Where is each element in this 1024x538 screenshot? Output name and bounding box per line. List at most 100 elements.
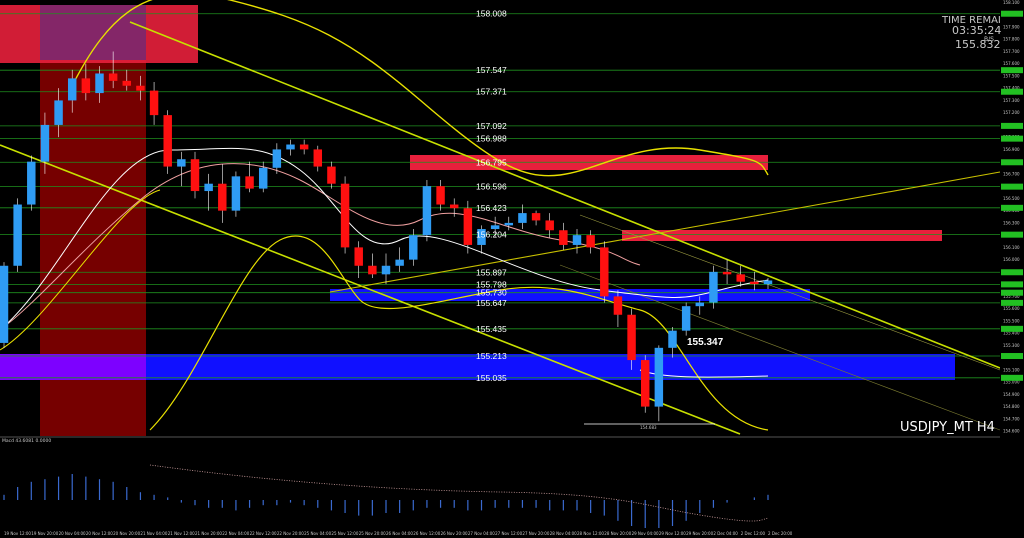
time-tick: 29 Nov 20:00 bbox=[686, 531, 713, 536]
candle-body bbox=[668, 330, 677, 348]
time-tick: 19 Nov 20:00 bbox=[31, 531, 58, 536]
rising-trendline bbox=[329, 171, 1001, 293]
level-labels-layer: 158.008 157.547 157.371 157.092 156.988 156.7… bbox=[476, 9, 507, 383]
price-tick: 155.300 bbox=[1003, 343, 1020, 348]
candle-body bbox=[54, 100, 63, 125]
level-label: 157.547 bbox=[476, 65, 507, 75]
candle-body bbox=[490, 225, 500, 230]
level-label: 155.730 bbox=[476, 288, 507, 298]
price-tag bbox=[1001, 299, 1023, 306]
price-tick: 155.600 bbox=[1003, 306, 1020, 311]
candle-body bbox=[531, 213, 541, 221]
candle-body bbox=[654, 347, 664, 407]
price-tag bbox=[1001, 135, 1023, 142]
price-tick: 156.300 bbox=[1003, 220, 1020, 225]
candle-body bbox=[763, 280, 773, 285]
level-label: 156.596 bbox=[476, 182, 507, 192]
candle-body bbox=[204, 183, 213, 192]
candle-body bbox=[722, 271, 732, 275]
time-tick: 22 Nov 20:00 bbox=[277, 531, 304, 536]
price-tick: 157.400 bbox=[1003, 86, 1020, 91]
candle-body bbox=[368, 265, 377, 275]
time-tick: 21 Nov 20:00 bbox=[195, 531, 222, 536]
level-label: 158.008 bbox=[476, 9, 507, 19]
price-tick: 156.700 bbox=[1003, 171, 1020, 176]
price-tick: 157.800 bbox=[1003, 37, 1020, 42]
price-tick: 157.200 bbox=[1003, 110, 1020, 115]
candle-body bbox=[518, 213, 527, 223]
candle-body bbox=[272, 149, 282, 168]
blue-demand-zone-upper bbox=[330, 289, 810, 301]
thin-channel-line-2 bbox=[559, 264, 1001, 431]
time-tick: 2 Dec 04:00 bbox=[713, 531, 738, 536]
level-label: 155.035 bbox=[476, 373, 507, 383]
callout-price-label: 155.347 bbox=[687, 337, 724, 348]
candle-body bbox=[709, 271, 718, 303]
time-tick: 29 Nov 04:00 bbox=[632, 531, 659, 536]
candle-body bbox=[504, 222, 514, 226]
candle-body bbox=[736, 274, 745, 282]
price-tag bbox=[1001, 204, 1023, 211]
price-tick: 157.500 bbox=[1003, 73, 1020, 78]
candle-body bbox=[231, 176, 241, 211]
time-tick: 28 Nov 12:00 bbox=[577, 531, 604, 536]
trendlines-layer bbox=[0, 21, 1001, 435]
lower-band-curve-left bbox=[0, 189, 161, 351]
price-tag bbox=[1001, 289, 1023, 296]
candle-body bbox=[477, 229, 486, 245]
low-marker-label: 154.683 bbox=[640, 425, 657, 430]
price-tick: 157.700 bbox=[1003, 49, 1020, 54]
time-tick: 25 Nov 12:00 bbox=[331, 531, 358, 536]
time-tick: 19 Nov 12:00 bbox=[4, 531, 31, 536]
time-tick: 20 Nov 12:00 bbox=[86, 531, 113, 536]
time-tick: 2 Dec 20:00 bbox=[768, 531, 793, 536]
time-tick: 20 Nov 20:00 bbox=[113, 531, 140, 536]
thin-channel-line bbox=[579, 214, 1001, 371]
level-label: 155.647 bbox=[476, 298, 507, 308]
candle-body bbox=[95, 73, 104, 94]
bid-price: 155.832 bbox=[955, 38, 1001, 51]
candle-body bbox=[640, 360, 650, 407]
lower-channel-line bbox=[0, 144, 741, 435]
candle-body bbox=[327, 166, 336, 184]
timer-small: B/S bbox=[984, 36, 994, 43]
price-tick: 155.000 bbox=[1003, 380, 1020, 385]
time-tick: 28 Nov 20:00 bbox=[604, 531, 631, 536]
time-tick: 26 Nov 12:00 bbox=[413, 531, 440, 536]
candle-body bbox=[381, 265, 391, 275]
price-tag bbox=[1001, 353, 1023, 360]
candle-body bbox=[27, 161, 36, 205]
price-tick: 156.000 bbox=[1003, 257, 1020, 262]
price-tick: 156.900 bbox=[1003, 147, 1020, 152]
time-tick: 29 Nov 12:00 bbox=[659, 531, 686, 536]
candle-body bbox=[258, 167, 268, 189]
time-tick: 27 Nov 12:00 bbox=[495, 531, 522, 536]
price-tick: 154.700 bbox=[1003, 416, 1020, 421]
time-tick: 26 Nov 04:00 bbox=[386, 531, 413, 536]
candle-body bbox=[545, 220, 554, 231]
time-tick: 2 Dec 12:00 bbox=[741, 531, 766, 536]
time-tick: 26 Nov 20:00 bbox=[441, 531, 468, 536]
level-label: 157.092 bbox=[476, 121, 507, 131]
candle-body bbox=[286, 144, 295, 150]
level-label: 155.435 bbox=[476, 324, 507, 334]
price-tick: 155.700 bbox=[1003, 294, 1020, 299]
level-label: 155.897 bbox=[476, 267, 507, 277]
timer-countdown: 03:35:24 bbox=[952, 24, 1001, 37]
time-tick: 25 Nov 20:00 bbox=[359, 531, 386, 536]
purple-demand-overlap bbox=[0, 354, 146, 380]
price-tag bbox=[1001, 269, 1023, 276]
price-tick: 156.500 bbox=[1003, 196, 1020, 201]
time-tick: 28 Nov 04:00 bbox=[550, 531, 577, 536]
candle-body bbox=[40, 124, 50, 162]
candle-body bbox=[627, 314, 636, 361]
candle-body bbox=[299, 144, 309, 150]
price-tick: 154.900 bbox=[1003, 392, 1020, 397]
time-tick: 20 Nov 04:00 bbox=[59, 531, 86, 536]
level-label: 157.371 bbox=[476, 87, 507, 97]
candle-body bbox=[695, 302, 705, 307]
time-tick: 27 Nov 20:00 bbox=[522, 531, 549, 536]
candle-body bbox=[750, 281, 759, 285]
